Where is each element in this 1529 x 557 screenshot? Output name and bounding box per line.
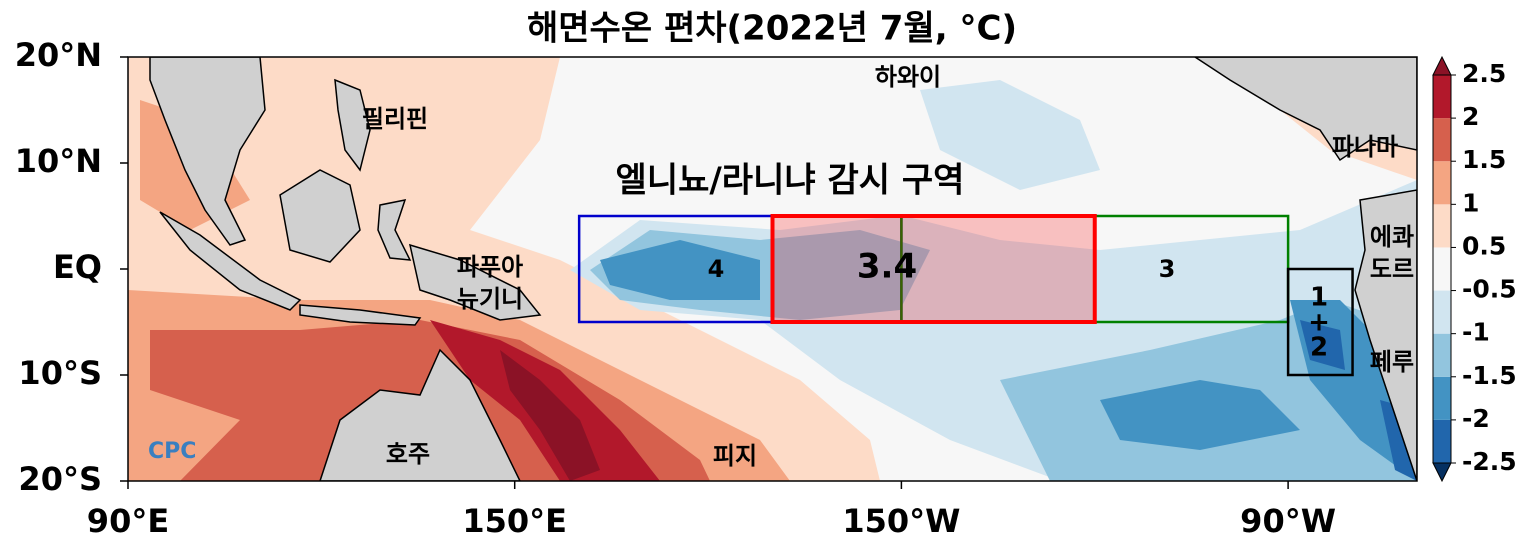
- region-label: 4: [708, 255, 725, 283]
- place-label: 에콰: [1370, 223, 1414, 251]
- logo: CPC: [148, 439, 196, 464]
- region-box: [770, 214, 1097, 324]
- colorbar-tick-label: -1.5: [1462, 361, 1517, 390]
- colorbar-tick-label: -1: [1462, 318, 1490, 347]
- colorbar-extend-low: [1432, 462, 1452, 483]
- map-field: [128, 57, 1417, 481]
- colorbar-tick-label: -2: [1462, 404, 1490, 433]
- colorbar-segment: [1433, 333, 1451, 377]
- colorbar-segment: [1433, 290, 1451, 334]
- lat-tick-label: 10°N: [15, 142, 102, 180]
- lon-tick-label: 90°E: [87, 502, 169, 540]
- place-label: 페루: [1370, 348, 1414, 376]
- colorbar-tick-label: 2.5: [1462, 59, 1506, 88]
- region-label: 3.4: [857, 247, 917, 287]
- place-label: 뉴기니: [457, 285, 523, 313]
- colorbar-segment: [1433, 247, 1451, 291]
- colorbar-segment: [1433, 161, 1451, 205]
- colorbar-tick-label: -0.5: [1462, 275, 1517, 304]
- title: 해면수온 편차(2022년 7월, °C): [527, 9, 1017, 49]
- lon-tick-label: 90°W: [1240, 502, 1336, 540]
- lon-tick-label: 150°E: [462, 502, 567, 540]
- colorbar-extend-high: [1432, 55, 1452, 76]
- place-label: 파푸아: [457, 253, 523, 281]
- place-label: 도르: [1370, 255, 1414, 283]
- place-label: 피지: [713, 442, 757, 470]
- colorbar-frame: [1432, 74, 1452, 464]
- colorbar-tick-label: -2.5: [1462, 447, 1517, 476]
- place-label: 호주: [386, 440, 430, 468]
- region-label: 2: [1310, 333, 1328, 363]
- colorbar-segment: [1433, 419, 1451, 463]
- region-label: +: [1308, 308, 1330, 338]
- place-label: 하와이: [875, 63, 941, 91]
- lat-tick-label: 10°S: [18, 354, 102, 392]
- colorbar-tick-label: 2: [1462, 102, 1479, 131]
- lat-tick-label: 20°S: [18, 460, 102, 498]
- region-label: 3: [1159, 255, 1176, 283]
- colorbar-segment: [1433, 75, 1451, 119]
- region-box: [1286, 267, 1354, 377]
- place-label: 파나마: [1332, 133, 1398, 161]
- colorbar-segment: [1433, 204, 1451, 248]
- colorbar-segment: [1433, 118, 1451, 162]
- place-label: 필리핀: [362, 105, 428, 133]
- lat-tick-label: EQ: [53, 248, 102, 286]
- lon-tick-label: 150°W: [842, 502, 960, 540]
- colorbar-segment: [1433, 376, 1451, 420]
- monitoring-title: 엘니뇨/라니냐 감시 구역: [616, 161, 965, 201]
- colorbar-tick-label: 1: [1462, 188, 1479, 217]
- colorbar-tick-label: 1.5: [1462, 145, 1506, 174]
- region-label: 1: [1310, 283, 1328, 313]
- colorbar-tick-label: 0.5: [1462, 231, 1506, 260]
- lat-tick-label: 20°N: [15, 36, 102, 74]
